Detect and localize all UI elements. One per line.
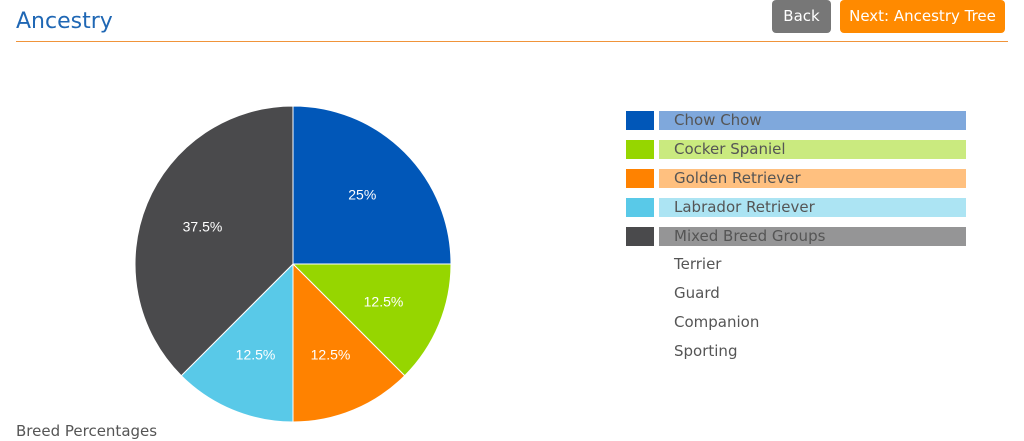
legend-item: Cocker Spaniel (626, 139, 966, 168)
legend-subgroup-row: Guard (626, 284, 966, 313)
pie-slice-mixed-breed-groups (134, 105, 294, 377)
legend-label: Cocker Spaniel (674, 140, 786, 158)
legend-swatch (626, 198, 654, 217)
legend-label: Chow Chow (674, 111, 762, 129)
legend-bar: Labrador Retriever (659, 198, 966, 217)
pie-label-golden-retriever: 12.5% (311, 347, 351, 363)
legend-subgroup-terrier: Terrier (674, 255, 722, 273)
pie-slice-labrador-retriever (180, 262, 294, 423)
legend-swatch (626, 140, 654, 159)
pie-slice-chow-chow (292, 105, 452, 265)
legend-item: Chow Chow (626, 110, 966, 139)
legend-label: Golden Retriever (674, 169, 801, 187)
legend-bar: Mixed Breed Groups (659, 227, 966, 246)
legend-label: Labrador Retriever (674, 198, 815, 216)
legend-subgroup-companion: Companion (674, 313, 760, 331)
legend-swatch (626, 111, 654, 130)
legend-subgroup-row: Companion (626, 313, 966, 342)
legend-swatch (626, 169, 654, 188)
legend-subgroup-guard: Guard (674, 284, 720, 302)
legend-subgroup-sporting: Sporting (674, 342, 738, 360)
pie-label-chow-chow: 25% (348, 187, 376, 203)
title-divider (16, 41, 1008, 42)
legend-bar: Cocker Spaniel (659, 140, 966, 159)
pie-label-labrador-retriever: 12.5% (236, 347, 276, 363)
page-title: Ancestry (16, 9, 113, 34)
pie-label-mixed-breed-groups: 37.5% (183, 219, 223, 235)
breed-percentages-label: Breed Percentages (16, 422, 158, 440)
legend-swatch (626, 227, 654, 246)
legend-bar: Golden Retriever (659, 169, 966, 188)
pie-slice-golden-retriever (292, 262, 406, 423)
legend-item: Labrador Retriever (626, 197, 966, 226)
next-ancestry-tree-button[interactable]: Next: Ancestry Tree (840, 0, 1005, 33)
legend-item: Mixed Breed Groups (626, 226, 966, 255)
legend-subgroup-row: Sporting (626, 342, 966, 371)
pie-label-cocker-spaniel: 12.5% (364, 293, 404, 309)
legend: Chow Chow Cocker Spaniel Golden Retriever L… (626, 110, 966, 371)
legend-label: Mixed Breed Groups (674, 227, 826, 245)
legend-item: Golden Retriever (626, 168, 966, 197)
back-button[interactable]: Back (772, 0, 831, 33)
pie-chart-svg: 25% 12.5% 12.5% 12.5% 37.5% (134, 105, 452, 423)
pie-slice-cocker-spaniel (291, 263, 452, 377)
pie-chart: 25% 12.5% 12.5% 12.5% 37.5% (130, 100, 460, 432)
legend-subgroup-row: Terrier (626, 255, 966, 284)
legend-bar: Chow Chow (659, 111, 966, 130)
